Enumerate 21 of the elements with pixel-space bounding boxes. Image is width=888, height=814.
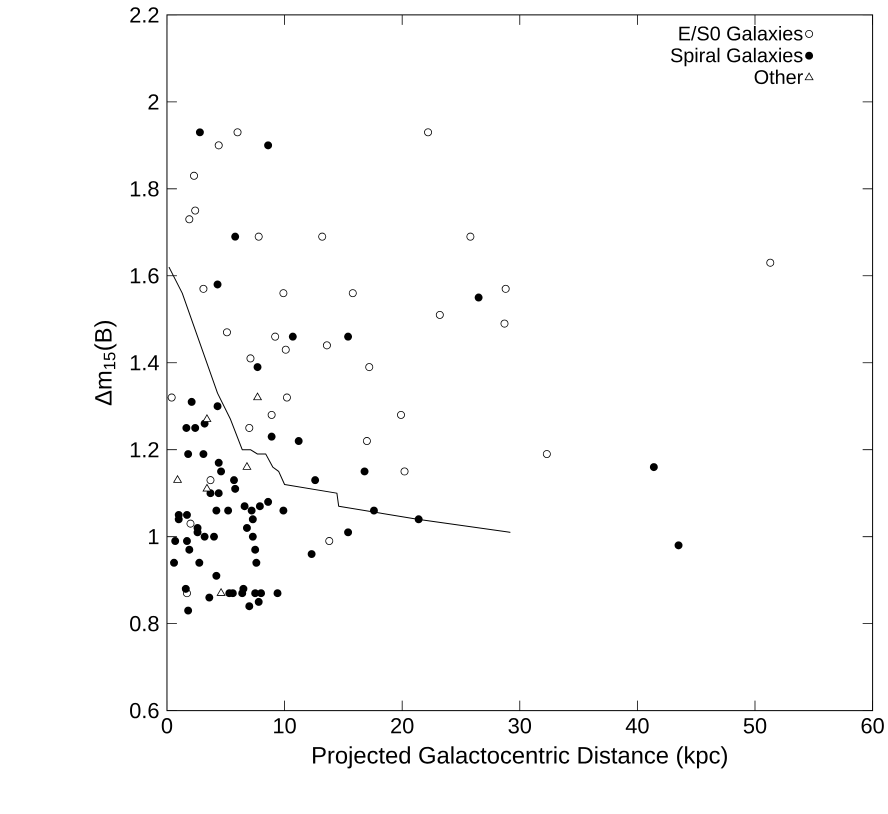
x-axis-title: Projected Galactocentric Distance (kpc) [313,746,727,768]
x-tick-label: 0 [162,718,172,734]
x-tick-label: 60 [862,718,884,734]
x-tick-label: 10 [274,718,296,734]
x-tick-label: 50 [744,718,766,734]
legend-label: E/S0 Galaxies [679,26,802,41]
y-tick-label: 0.8 [130,616,159,632]
y-tick-label: 1.6 [130,268,159,284]
y-tick-label: 1.8 [130,181,159,197]
x-tick-label: 40 [626,718,649,734]
y-tick-label: 1 [149,529,158,544]
x-tick-label: 20 [391,718,414,734]
y-tick-label: 0.6 [130,702,159,718]
legend-label: Spiral Galaxies [670,48,802,66]
y-tick-label: 2.2 [130,7,158,23]
y-axis-title: Δm$_{15}$(B) [94,321,116,406]
legend-label: Other [754,70,803,84]
y-tick-label: 1.4 [130,355,159,370]
y-tick-label: 2 [148,94,158,110]
y-tick-label: 1.2 [130,442,158,458]
x-tick-label: 30 [508,718,532,734]
